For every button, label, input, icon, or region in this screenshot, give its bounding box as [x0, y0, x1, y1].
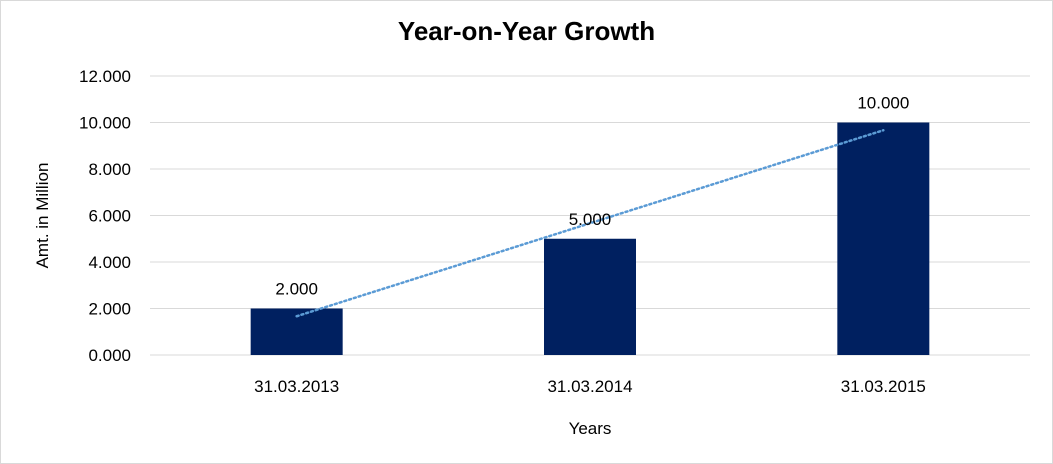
data-label: 5.000: [569, 210, 612, 229]
bars: [250, 122, 930, 355]
y-tick-label: 4.000: [88, 253, 131, 272]
y-tick-label: 10.000: [79, 114, 131, 133]
y-axis-title: Amt. in Million: [33, 163, 52, 269]
data-label: 2.000: [275, 280, 318, 299]
x-tick-label: 31.03.2014: [547, 377, 632, 396]
y-tick-label: 12.000: [79, 67, 131, 86]
trendline-path: [295, 129, 885, 318]
x-tick-label: 31.03.2015: [841, 377, 926, 396]
x-axis-title: Years: [569, 419, 612, 438]
bar: [837, 122, 930, 355]
chart-title: Year-on-Year Growth: [397, 16, 656, 46]
trendline: [295, 129, 885, 318]
y-tick-label: 8.000: [88, 160, 131, 179]
x-tick-label: 31.03.2013: [254, 377, 339, 396]
y-tick-label: 2.000: [88, 300, 131, 319]
y-axis-ticks: 0.000 2.000 4.000 6.000 8.000 10.000 12.000: [79, 67, 131, 365]
y-tick-label: 6.000: [88, 207, 131, 226]
bar: [544, 238, 636, 355]
data-labels: 2.000 5.000 10.000: [275, 94, 909, 299]
y-tick-label: 0.000: [88, 346, 131, 365]
x-axis-ticks: 31.03.2013 31.03.2014 31.03.2015: [254, 377, 926, 396]
data-label: 10.000: [857, 94, 909, 113]
